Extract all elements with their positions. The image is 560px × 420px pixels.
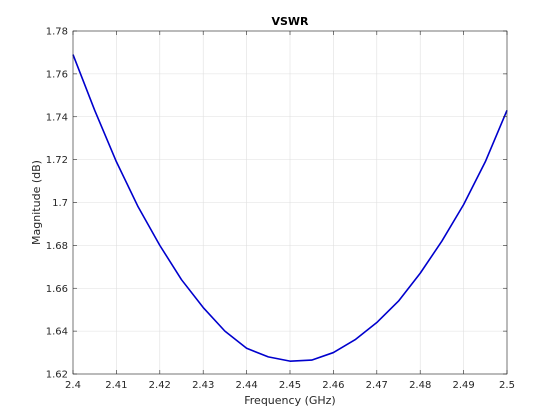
- y-tick-labels: 1.62 1.64 1.66 1.68 1.7 1.72 1.74 1.76 1.78: [46, 27, 68, 381]
- x-axis-label: Frequency (GHz): [244, 394, 335, 407]
- y-tick-label: 1.72: [46, 155, 68, 166]
- x-tick-label: 2.46: [322, 380, 344, 391]
- x-tick-label: 2.49: [452, 380, 474, 391]
- y-tick-label: 1.7: [52, 198, 68, 209]
- chart-title: VSWR: [271, 15, 309, 28]
- x-tick-label: 2.45: [279, 380, 301, 391]
- x-tick-label: 2.41: [105, 380, 127, 391]
- x-tick-label: 2.4: [65, 380, 81, 391]
- y-tick-label: 1.76: [46, 69, 68, 80]
- x-tick-label: 2.48: [409, 380, 431, 391]
- x-tick-label: 2.5: [499, 380, 515, 391]
- y-tick-label: 1.66: [46, 284, 68, 295]
- series-group: [72, 54, 508, 362]
- x-tick-label: 2.43: [192, 380, 214, 391]
- y-tick-label: 1.78: [46, 27, 68, 38]
- x-tick-label: 2.42: [149, 380, 171, 391]
- tick-marks: [72, 30, 508, 375]
- y-tick-label: 1.64: [46, 327, 68, 338]
- x-tick-label: 2.47: [366, 380, 388, 391]
- series-line: [72, 54, 508, 362]
- y-tick-label: 1.68: [46, 241, 68, 252]
- y-tick-label: 1.74: [46, 112, 68, 123]
- y-tick-label: 1.62: [46, 370, 68, 381]
- x-tick-label: 2.44: [235, 380, 257, 391]
- y-axis-label: Magnitude (dB): [30, 160, 43, 245]
- x-tick-labels: 2.4 2.41 2.42 2.43 2.44 2.45 2.46 2.47 2.48 2.49 2…: [65, 380, 515, 391]
